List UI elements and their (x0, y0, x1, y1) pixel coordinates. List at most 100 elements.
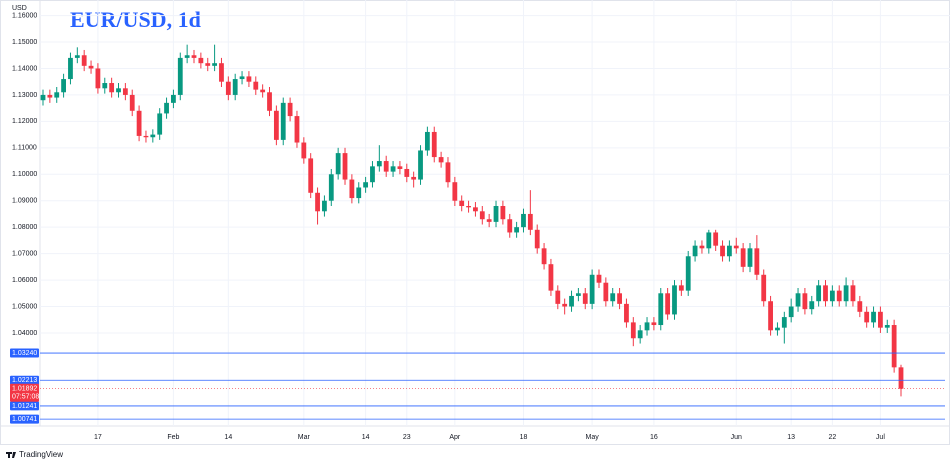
candle-body (370, 166, 375, 183)
candle-body (898, 367, 904, 389)
frame (0, 0, 950, 445)
candle-body (219, 63, 224, 82)
candle-body (438, 157, 444, 163)
candle-body (534, 229, 540, 249)
x-tick-label: Jun (731, 434, 742, 441)
y-tick-label: 1.08000 (12, 224, 37, 231)
current-price-label: 1.01892 (12, 386, 37, 393)
candle-body (171, 94, 176, 103)
candle-body (267, 92, 272, 111)
candle-body (81, 55, 87, 66)
price-label: 1.03240 (12, 350, 37, 357)
candle-body (857, 301, 863, 312)
candle-body (747, 248, 753, 267)
candle-body (486, 219, 492, 222)
chart-title: EUR/USD, 1d (70, 7, 201, 32)
candle-body (273, 110, 279, 140)
x-tick-label: Feb (167, 434, 179, 441)
candle-body (68, 57, 73, 80)
candle-body (184, 55, 190, 58)
candle-body (390, 166, 396, 172)
candle-body (418, 150, 423, 180)
y-tick-label: 1.07000 (12, 250, 37, 257)
candle-body (349, 179, 355, 199)
candle-body (672, 285, 677, 315)
price-label: 1.01241 (12, 403, 37, 410)
candle-body (884, 325, 890, 328)
price-label-box (10, 414, 39, 424)
candle-body (445, 162, 451, 183)
candle-body (260, 89, 266, 93)
x-tick-label: 14 (224, 434, 232, 441)
candle-body (781, 317, 787, 328)
candle-body (802, 293, 808, 310)
y-tick-label: 1.15000 (12, 39, 37, 46)
y-tick-label: 1.11000 (12, 145, 37, 152)
candle-body (823, 285, 828, 302)
candle-body (177, 57, 183, 95)
price-label-box (10, 375, 39, 385)
y-tick-label: 1.06000 (12, 277, 37, 284)
candle-body (479, 211, 485, 220)
candle-body (713, 232, 719, 246)
candle-body (637, 330, 643, 339)
candle-body (727, 245, 732, 257)
candle-body (246, 76, 252, 82)
x-tick-label: Mar (298, 434, 311, 441)
candle-body (198, 57, 204, 64)
candle-body (102, 83, 108, 89)
candle-body (452, 182, 458, 201)
y-tick-label: 1.05000 (12, 303, 37, 310)
candle-body (328, 174, 334, 201)
x-tick-label: 16 (650, 434, 658, 441)
candle-body (431, 131, 437, 158)
candle-body (582, 293, 588, 304)
candle-body (775, 327, 780, 331)
price-label: 1.00741 (12, 416, 37, 423)
x-tick-label: Apr (449, 434, 461, 441)
candle-body (665, 293, 671, 315)
candle-body (809, 301, 815, 310)
candle-body (61, 79, 66, 93)
x-tick-label: 13 (787, 434, 795, 441)
candle-body (88, 65, 94, 69)
candle-body (658, 293, 664, 326)
y-tick-label: 1.14000 (12, 65, 37, 72)
candle-body (74, 55, 80, 58)
y-tick-label: 1.09000 (12, 198, 37, 205)
x-tick-label: Jul (876, 434, 885, 441)
candle-body (40, 94, 46, 101)
current-price-box (10, 383, 39, 402)
candle-body (301, 142, 307, 159)
price-label-box (10, 348, 39, 358)
candle-body (699, 245, 705, 249)
candle-body (541, 248, 547, 265)
y-tick-label: 1.12000 (12, 118, 37, 125)
candle-body (493, 206, 499, 222)
price-label: 1.02213 (12, 377, 37, 384)
x-tick-label: 23 (403, 434, 411, 441)
candle-body (122, 88, 128, 95)
candle-body (253, 81, 259, 90)
candle-body (225, 81, 231, 95)
candle-body (116, 88, 121, 93)
candle-body (287, 102, 293, 117)
candle-body (891, 325, 897, 368)
candle-body (514, 227, 520, 233)
candle-body (555, 290, 561, 304)
candle-body (322, 200, 327, 212)
candle-body (733, 245, 739, 249)
candle-body (569, 295, 574, 307)
candle-body (836, 290, 842, 302)
candle-body (129, 94, 135, 111)
candle-body (754, 248, 760, 275)
candle-body (562, 303, 568, 307)
candle-body (630, 322, 636, 339)
candle-body (212, 63, 217, 66)
y-tick-label: 1.10000 (12, 171, 37, 178)
candle-body (157, 113, 163, 135)
candle-body (864, 311, 870, 323)
candle-body (411, 176, 417, 180)
candle-body (54, 92, 60, 98)
